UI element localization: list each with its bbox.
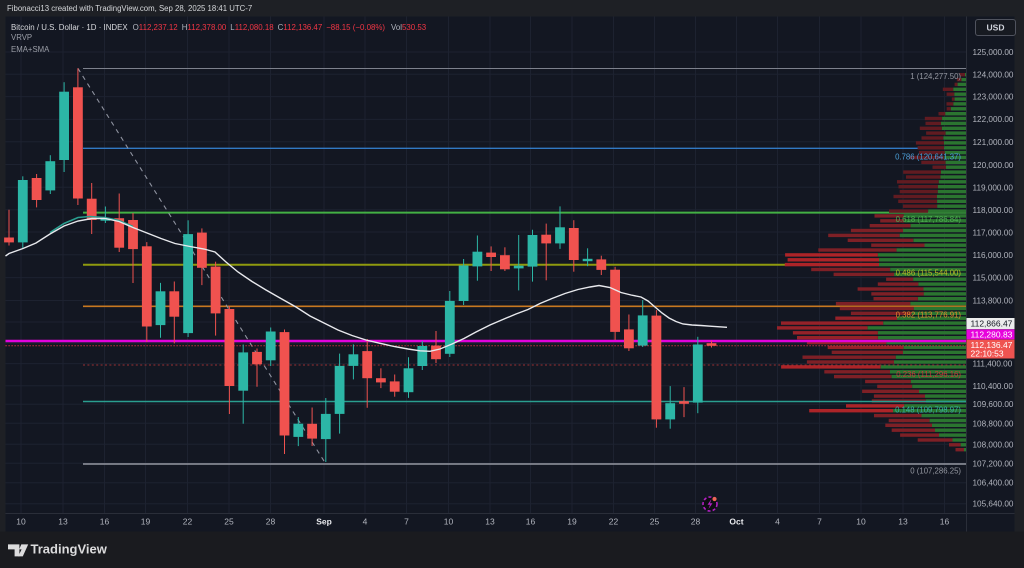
svg-text:4: 4	[363, 517, 368, 527]
svg-text:110,400.00: 110,400.00	[973, 382, 1014, 391]
svg-text:Bitcoin / U.S. Dollar · 1D · I: Bitcoin / U.S. Dollar · 1D · INDEX O112,2…	[11, 23, 427, 32]
svg-text:113,800.00: 113,800.00	[973, 297, 1014, 306]
svg-text:19: 19	[567, 517, 577, 527]
svg-text:0.786 (120,641.37): 0.786 (120,641.37)	[895, 153, 961, 162]
svg-text:105,640.00: 105,640.00	[973, 500, 1014, 509]
svg-text:107,200.00: 107,200.00	[973, 459, 1014, 468]
svg-text:13: 13	[485, 517, 495, 527]
svg-text:EMA+SMA: EMA+SMA	[11, 45, 50, 54]
svg-text:122,000.00: 122,000.00	[973, 115, 1014, 124]
svg-text:0.382 (113,776.91): 0.382 (113,776.91)	[896, 311, 962, 320]
svg-text:115,000.00: 115,000.00	[973, 274, 1014, 283]
svg-text:28: 28	[691, 517, 701, 527]
svg-text:13: 13	[898, 517, 908, 527]
svg-text:16: 16	[940, 517, 950, 527]
svg-text:25: 25	[224, 517, 234, 527]
svg-text:117,000.00: 117,000.00	[973, 229, 1014, 238]
svg-text:124,000.00: 124,000.00	[973, 70, 1014, 79]
svg-text:121,000.00: 121,000.00	[973, 138, 1014, 147]
svg-text:123,000.00: 123,000.00	[973, 93, 1014, 102]
svg-text:125,000.00: 125,000.00	[973, 48, 1014, 57]
svg-text:VRVP: VRVP	[11, 33, 32, 42]
svg-text:USD: USD	[987, 23, 1005, 33]
svg-text:Sep: Sep	[316, 517, 332, 527]
svg-text:10: 10	[444, 517, 454, 527]
svg-text:108,800.00: 108,800.00	[973, 419, 1014, 428]
svg-text:7: 7	[817, 517, 822, 527]
svg-text:28: 28	[266, 517, 276, 527]
svg-text:0.618 (117,786.84): 0.618 (117,786.84)	[896, 215, 962, 224]
svg-text:7: 7	[404, 517, 409, 527]
svg-text:16: 16	[100, 517, 110, 527]
svg-text:22:10:53: 22:10:53	[971, 349, 1004, 359]
svg-text:109,600.00: 109,600.00	[973, 400, 1014, 409]
svg-text:Oct: Oct	[729, 517, 743, 527]
svg-text:TradingView: TradingView	[31, 542, 108, 557]
svg-text:106,400.00: 106,400.00	[973, 479, 1014, 488]
svg-text:120,000.00: 120,000.00	[973, 161, 1014, 170]
svg-text:108,000.00: 108,000.00	[973, 440, 1014, 449]
svg-text:19: 19	[141, 517, 151, 527]
svg-text:22: 22	[609, 517, 619, 527]
svg-text:0 (107,286.25): 0 (107,286.25)	[910, 467, 961, 476]
svg-text:22: 22	[183, 517, 193, 527]
svg-text:112,280.83: 112,280.83	[971, 329, 1013, 339]
svg-text:16: 16	[526, 517, 536, 527]
svg-text:112,136.47: 112,136.47	[971, 340, 1013, 350]
svg-text:0.486 (115,544.00): 0.486 (115,544.00)	[896, 269, 962, 278]
svg-text:13: 13	[58, 517, 68, 527]
svg-text:Fibonacci13 created with Tradi: Fibonacci13 created with TradingView.com…	[7, 4, 252, 13]
svg-text:25: 25	[650, 517, 660, 527]
svg-text:116,000.00: 116,000.00	[973, 251, 1014, 260]
svg-text:4: 4	[775, 517, 780, 527]
svg-text:10: 10	[856, 517, 866, 527]
svg-text:112,866.47: 112,866.47	[971, 319, 1013, 329]
svg-text:0.148 (109,798.97): 0.148 (109,798.97)	[895, 405, 961, 414]
svg-text:0.236 (111,296.16): 0.236 (111,296.16)	[896, 370, 961, 379]
svg-text:118,000.00: 118,000.00	[973, 206, 1014, 215]
svg-text:119,000.00: 119,000.00	[973, 184, 1014, 193]
svg-text:111,400.00: 111,400.00	[973, 360, 1013, 369]
svg-text:1 (124,277.50): 1 (124,277.50)	[910, 72, 961, 81]
svg-text:10: 10	[16, 517, 26, 527]
